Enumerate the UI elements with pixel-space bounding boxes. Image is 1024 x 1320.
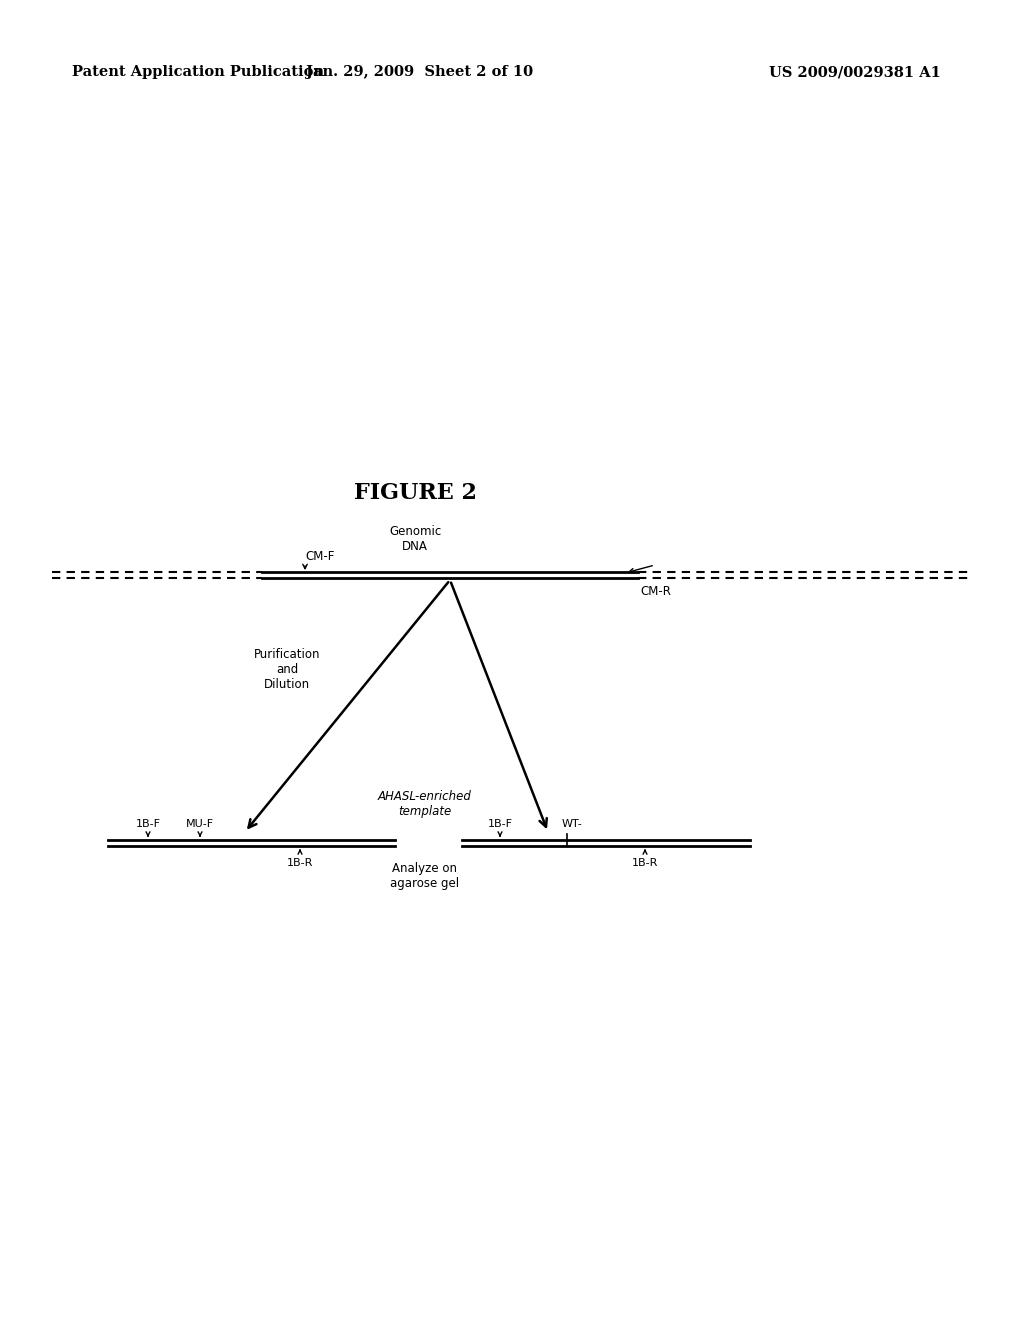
- Text: Genomic
DNA: Genomic DNA: [389, 525, 441, 553]
- Text: MU-F: MU-F: [186, 818, 214, 829]
- Text: AHASL-enriched
template: AHASL-enriched template: [378, 789, 472, 818]
- Text: 1B-F: 1B-F: [487, 818, 512, 829]
- Text: Analyze on
agarose gel: Analyze on agarose gel: [390, 862, 460, 890]
- Text: 1B-R: 1B-R: [632, 858, 658, 869]
- Text: CM-F: CM-F: [305, 550, 335, 564]
- Text: US 2009/0029381 A1: US 2009/0029381 A1: [769, 65, 941, 79]
- Text: CM-R: CM-R: [640, 585, 671, 598]
- Text: 1B-R: 1B-R: [287, 858, 313, 869]
- Text: Jan. 29, 2009  Sheet 2 of 10: Jan. 29, 2009 Sheet 2 of 10: [306, 65, 534, 79]
- Text: Patent Application Publication: Patent Application Publication: [72, 65, 324, 79]
- Text: FIGURE 2: FIGURE 2: [353, 482, 476, 504]
- Text: 1B-F: 1B-F: [135, 818, 161, 829]
- Text: WT-: WT-: [562, 818, 583, 829]
- Text: Purification
and
Dilution: Purification and Dilution: [254, 648, 321, 690]
